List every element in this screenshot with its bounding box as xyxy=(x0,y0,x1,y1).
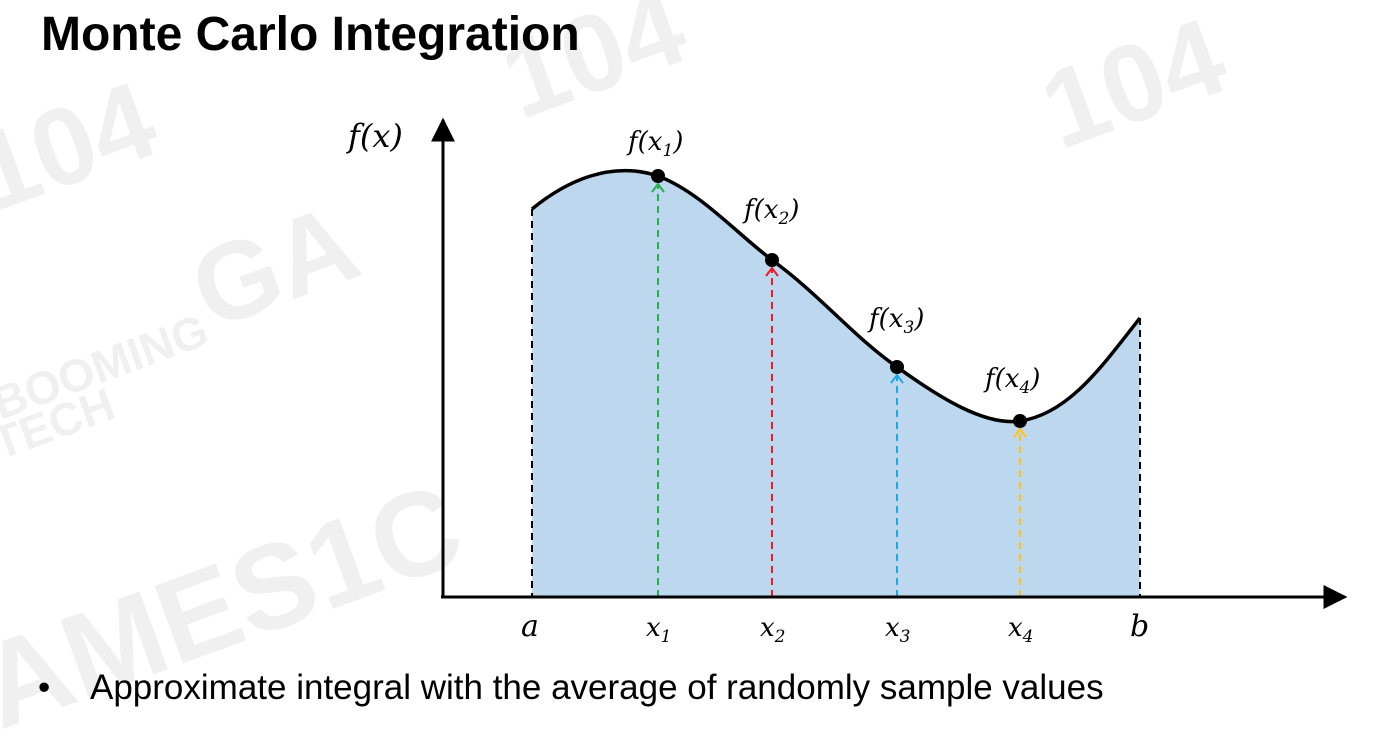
x-label-4: x4 xyxy=(1008,613,1034,647)
x-label-a: a xyxy=(521,609,539,644)
sample-arrow-3 xyxy=(890,373,904,597)
bullet-marker: • xyxy=(38,668,51,707)
sample-point-2 xyxy=(765,253,779,267)
f-label-4: f(x4) xyxy=(983,364,1040,398)
function-curve xyxy=(530,168,1142,424)
f-label-3: f(x3) xyxy=(867,304,924,338)
y-axis-label: f(x) xyxy=(346,117,403,155)
x-label-1: x1 xyxy=(646,613,672,647)
sample-point-4 xyxy=(1013,414,1027,428)
x-label-3: x3 xyxy=(885,613,911,647)
sample-point-1 xyxy=(651,169,665,183)
area-under-curve xyxy=(532,170,1140,597)
bullet-item: • Approximate integral with the average o… xyxy=(38,668,1104,708)
x-label-2: x2 xyxy=(760,613,786,647)
sample-arrow-2 xyxy=(765,266,779,597)
page-title: Monte Carlo Integration xyxy=(41,8,580,61)
x-label-b: b xyxy=(1130,609,1149,644)
sample-arrow-1 xyxy=(651,182,665,597)
f-label-1: f(x1) xyxy=(626,127,683,161)
bullet-text: Approximate integral with the average of… xyxy=(90,668,1104,707)
sample-point-3 xyxy=(890,360,904,374)
sample-arrow-4 xyxy=(1013,427,1027,597)
f-label-2: f(x2) xyxy=(742,195,799,229)
